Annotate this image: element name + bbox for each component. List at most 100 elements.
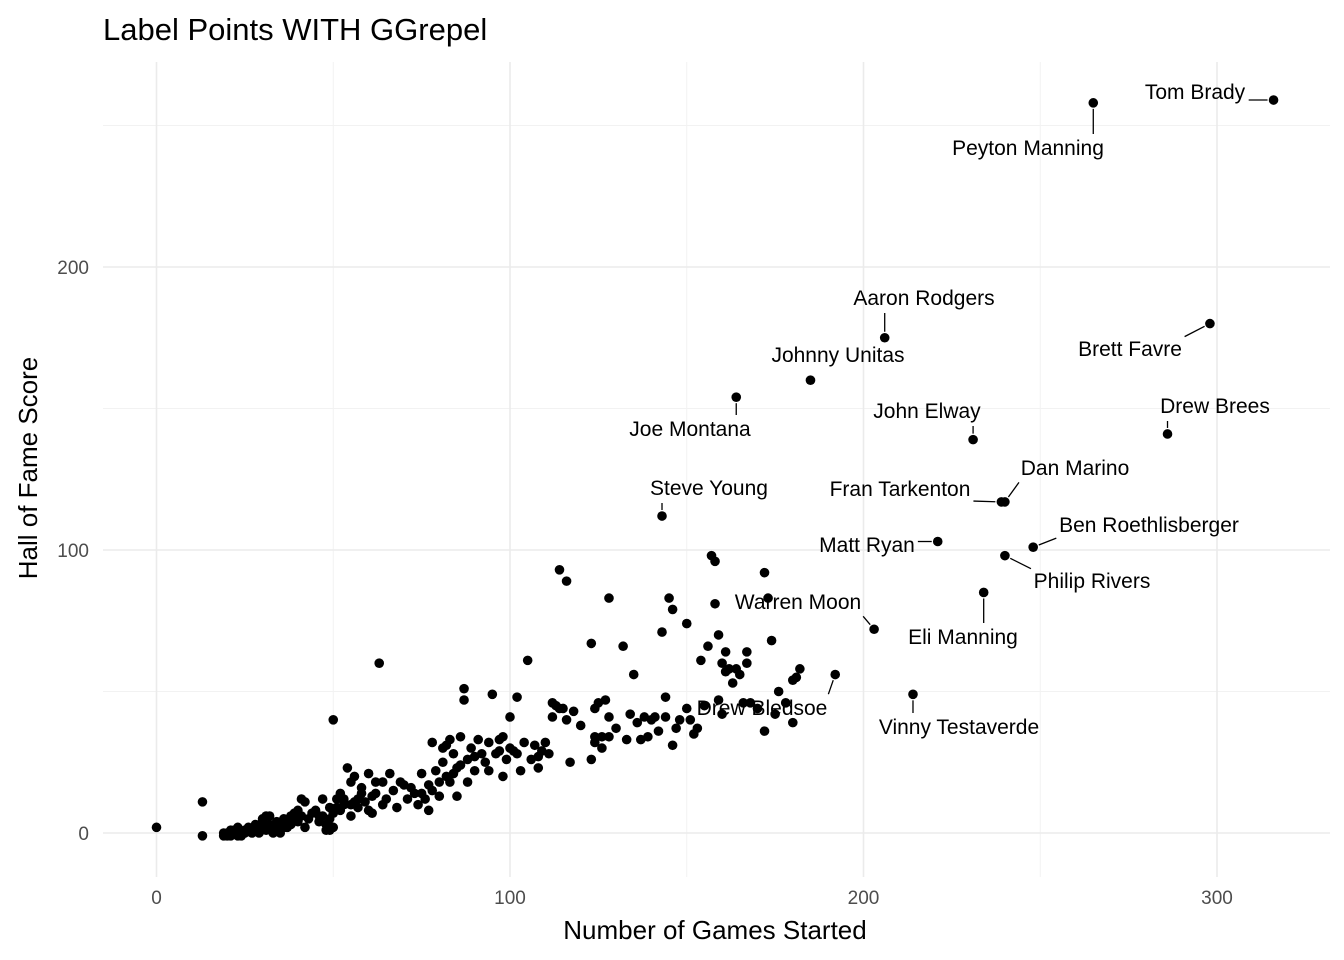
data-point	[664, 593, 674, 603]
data-point	[724, 664, 734, 674]
data-point	[151, 822, 162, 833]
x-tick-label: 0	[151, 888, 162, 909]
data-point	[604, 593, 614, 603]
point-label: Matt Ryan	[819, 534, 915, 557]
data-point	[445, 777, 455, 787]
data-point	[685, 715, 696, 725]
data-point	[342, 763, 353, 773]
data-point	[597, 731, 607, 742]
data-point	[628, 669, 639, 680]
data-point	[353, 802, 363, 813]
data-point	[469, 765, 480, 776]
labeled-data-point	[869, 624, 879, 635]
data-point	[434, 791, 445, 802]
data-point	[346, 811, 356, 821]
labeled-data-point	[657, 511, 667, 521]
data-point	[473, 734, 483, 745]
data-point	[759, 567, 770, 578]
data-point	[402, 794, 413, 804]
data-point	[438, 757, 448, 768]
data-points	[151, 95, 1279, 841]
data-point	[498, 771, 508, 782]
data-point	[795, 664, 805, 674]
data-point	[657, 627, 667, 637]
data-point	[780, 698, 791, 708]
x-tick-label: 100	[494, 888, 526, 909]
data-point	[459, 695, 469, 705]
data-point	[742, 647, 752, 657]
data-point	[392, 802, 402, 813]
point-label: Philip Rivers	[1034, 570, 1151, 593]
data-point	[713, 630, 724, 640]
data-point	[667, 740, 678, 751]
data-point	[476, 748, 487, 759]
labeled-data-point	[996, 497, 1007, 507]
labeled-data-point	[1162, 429, 1173, 439]
label-connector	[1038, 537, 1057, 546]
labeled-data-point	[805, 375, 816, 386]
data-point	[681, 703, 692, 714]
data-point	[519, 737, 529, 748]
y-tick-label: 0	[78, 824, 89, 845]
point-label: Steve Young	[650, 477, 768, 500]
data-point	[667, 604, 678, 615]
data-point	[660, 712, 671, 722]
data-point	[671, 723, 681, 734]
data-point	[455, 760, 466, 770]
point-label: Vinny Testaverde	[879, 716, 1039, 739]
data-point	[625, 709, 635, 719]
label-connector	[1184, 325, 1205, 338]
data-point	[717, 658, 727, 668]
data-point	[653, 726, 664, 736]
labeled-data-point	[908, 689, 918, 700]
data-point	[611, 723, 621, 734]
point-label: Ben Roethlisberger	[1059, 514, 1239, 537]
data-point	[710, 598, 720, 609]
data-point	[565, 757, 575, 768]
data-point	[621, 734, 632, 745]
labeled-data-point	[1028, 542, 1038, 552]
y-tick-label: 200	[57, 258, 89, 279]
data-point	[561, 576, 572, 586]
point-label: Dan Marino	[1021, 457, 1130, 480]
point-labels: Tom Brady Peyton Manning Brett Favre Aaron …	[629, 81, 1270, 739]
data-point	[328, 715, 339, 725]
data-point	[575, 720, 586, 731]
data-point	[547, 712, 558, 722]
data-point	[752, 703, 763, 714]
point-label: Warren Moon	[735, 591, 861, 614]
data-point	[501, 754, 512, 765]
x-tick-label: 200	[848, 888, 880, 909]
data-point	[558, 703, 568, 714]
data-point	[388, 785, 399, 796]
data-point	[512, 748, 522, 759]
data-point	[385, 768, 395, 779]
data-point	[763, 593, 773, 603]
data-point	[600, 695, 611, 705]
data-point	[466, 743, 476, 753]
x-axis-title: Number of Games Started	[563, 915, 866, 945]
data-point	[713, 695, 724, 705]
labeled-data-point	[830, 669, 841, 680]
y-axis-title: Hall of Fame Score	[13, 357, 43, 580]
data-point	[561, 715, 572, 725]
data-point	[568, 706, 579, 717]
data-point	[604, 731, 614, 742]
data-point	[643, 731, 653, 742]
data-point	[423, 805, 434, 816]
data-point	[597, 743, 607, 753]
data-point	[363, 768, 374, 779]
data-point	[427, 785, 438, 796]
label-connector	[827, 679, 834, 695]
data-point	[770, 709, 780, 719]
data-point	[445, 734, 455, 745]
data-point	[540, 737, 551, 748]
point-label: Peyton Manning	[952, 137, 1104, 160]
data-point	[328, 822, 339, 833]
labeled-data-point	[731, 392, 742, 402]
data-point	[374, 658, 385, 668]
data-point	[703, 641, 713, 652]
data-point	[590, 731, 600, 742]
y-tick-label: 100	[57, 541, 89, 562]
